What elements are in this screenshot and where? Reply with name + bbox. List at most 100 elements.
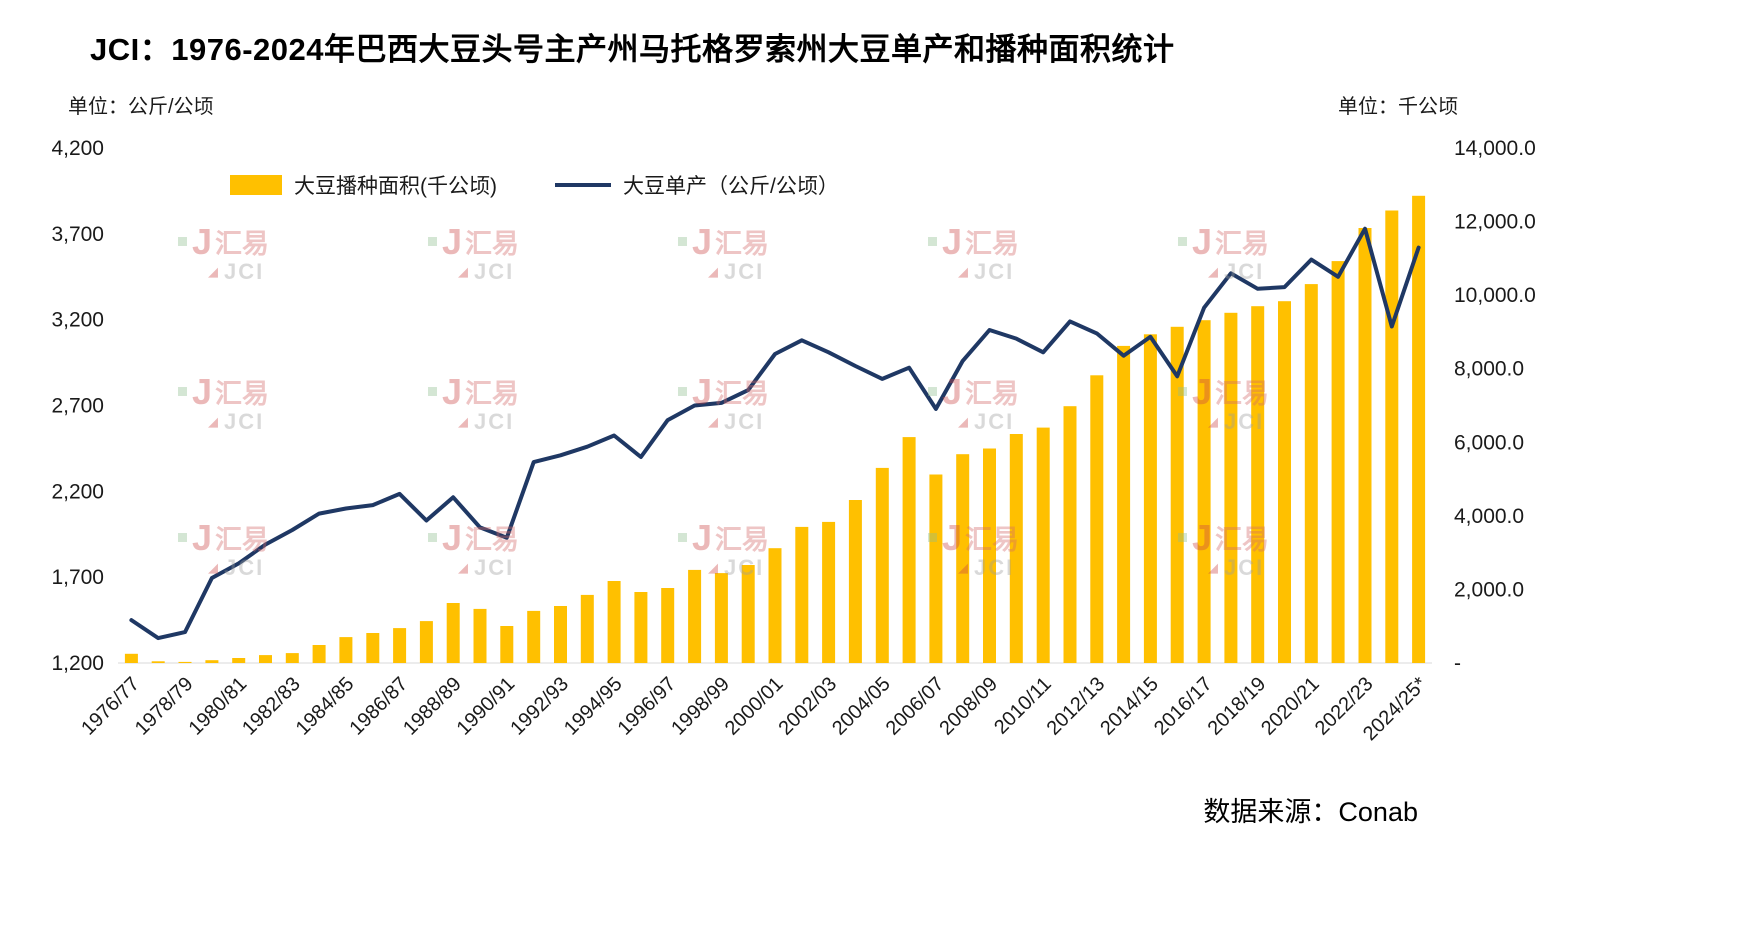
area-bar [527, 610, 541, 663]
area-bar [1197, 320, 1211, 663]
legend: 大豆播种面积(千公顷) 大豆单产（公斤/公顷） [230, 170, 839, 200]
x-axis-tick-label: 1994/95 [560, 673, 627, 740]
legend-item-area: 大豆播种面积(千公顷) [230, 170, 497, 200]
area-bar [339, 637, 353, 663]
area-bar [580, 594, 594, 663]
area-series-swatch [230, 175, 282, 195]
x-axis-tick-label: 1978/79 [131, 673, 198, 740]
x-axis-tick-label: 1986/87 [345, 673, 412, 740]
area-bar [366, 633, 380, 663]
x-axis-tick-label: 1982/83 [238, 673, 305, 740]
x-axis-tick-label: 1996/97 [614, 673, 681, 740]
right-axis-tick-label: - [1454, 652, 1461, 675]
right-axis-tick-label: 14,000.0 [1454, 137, 1536, 160]
right-axis-tick-label: 4,000.0 [1454, 505, 1524, 528]
x-axis-tick-label: 1976/77 [77, 673, 144, 740]
area-bar [312, 645, 326, 663]
area-bar [1143, 334, 1157, 663]
x-axis-tick-label: 2002/03 [774, 673, 841, 740]
left-axis-tick-label: 3,700 [51, 223, 104, 246]
x-axis-tick-label: 2000/01 [721, 673, 788, 740]
left-axis-tick-label: 2,200 [51, 480, 104, 503]
area-bar [232, 658, 246, 663]
area-bar [500, 626, 514, 663]
left-axis-tick-label: 1,700 [51, 566, 104, 589]
area-bar [795, 526, 809, 663]
area-bar [688, 569, 702, 663]
area-bar [1358, 228, 1372, 663]
area-bar [124, 653, 138, 663]
area-bar [419, 621, 433, 663]
area-bar [956, 454, 970, 663]
area-bar [205, 660, 219, 663]
area-bar [929, 474, 943, 663]
area-bar [983, 448, 996, 663]
area-bar [1385, 210, 1399, 663]
area-bar [1009, 434, 1023, 663]
x-axis-tick-label: 2004/05 [828, 673, 895, 740]
area-bar [1412, 195, 1426, 664]
x-axis-tick-label: 1988/89 [399, 673, 466, 740]
area-bar [554, 606, 567, 663]
right-axis-tick-label: 10,000.0 [1454, 284, 1536, 307]
area-bar [151, 661, 165, 663]
x-axis-tick-label: 1998/99 [667, 673, 734, 740]
x-axis-tick-label: 1990/91 [453, 673, 520, 740]
area-bar [661, 588, 675, 663]
right-axis-unit-label: 单位：千公顷 [1338, 96, 1458, 118]
area-bar [607, 581, 621, 663]
area-bar [285, 653, 299, 663]
left-axis-tick-label: 3,200 [51, 309, 104, 332]
area-bar [1224, 312, 1238, 663]
right-axis-tick-label: 12,000.0 [1454, 211, 1536, 234]
area-bar [259, 655, 272, 663]
area-bar [1063, 406, 1077, 663]
left-axis-tick-label: 4,200 [51, 137, 104, 160]
yield-series-swatch [555, 183, 611, 187]
area-bar [714, 573, 728, 663]
area-bar [1170, 326, 1184, 663]
left-axis-unit-label: 单位：公斤/公顷 [68, 96, 214, 118]
legend-item-yield: 大豆单产（公斤/公顷） [555, 170, 839, 200]
x-axis-tick-label: 2014/15 [1096, 673, 1163, 740]
area-bar [822, 521, 836, 663]
area-bar [393, 628, 407, 663]
area-bar [1090, 375, 1104, 663]
area-bar [1278, 301, 1291, 663]
area-bar [902, 437, 916, 663]
area-bar [768, 548, 782, 663]
x-axis-tick-label: 2018/19 [1204, 673, 1271, 740]
right-axis-tick-label: 8,000.0 [1454, 358, 1524, 381]
x-axis-tick-label: 1980/81 [185, 673, 252, 740]
x-axis-tick-label: 1984/85 [292, 673, 359, 740]
area-bar [634, 592, 648, 663]
left-axis-tick-label: 1,200 [51, 652, 104, 675]
right-axis-tick-label: 6,000.0 [1454, 431, 1524, 454]
area-bar [875, 467, 889, 663]
area-bar [1331, 261, 1345, 663]
area-bar [1117, 345, 1131, 663]
chart-title: JCI：1976-2024年巴西大豆头号主产州马托格罗索州大豆单产和播种面积统计 [90, 32, 1175, 67]
area-bar [1304, 284, 1318, 663]
right-axis-tick-label: 2,000.0 [1454, 578, 1524, 601]
area-bar [848, 500, 862, 663]
x-axis-tick-label: 2012/13 [1043, 673, 1110, 740]
area-bar [446, 603, 460, 663]
area-bar [741, 565, 755, 663]
left-axis-tick-label: 2,700 [51, 395, 104, 418]
area-bar [1251, 306, 1265, 663]
x-axis-tick-label: 2006/07 [882, 673, 949, 740]
data-source-note: 数据来源：Conab [1203, 797, 1418, 827]
legend-label-yield: 大豆单产（公斤/公顷） [623, 175, 839, 198]
yield-line [129, 226, 1421, 641]
legend-label-area: 大豆播种面积(千公顷) [294, 175, 497, 198]
area-bar [178, 661, 192, 663]
x-axis-tick-label: 2010/11 [990, 673, 1056, 739]
x-axis-tick-label: 2016/17 [1150, 673, 1217, 740]
x-axis-tick-label: 1992/93 [506, 673, 573, 740]
x-axis-tick-label: 2020/21 [1257, 673, 1324, 740]
area-bar [473, 608, 487, 663]
area-bar [1036, 427, 1050, 663]
